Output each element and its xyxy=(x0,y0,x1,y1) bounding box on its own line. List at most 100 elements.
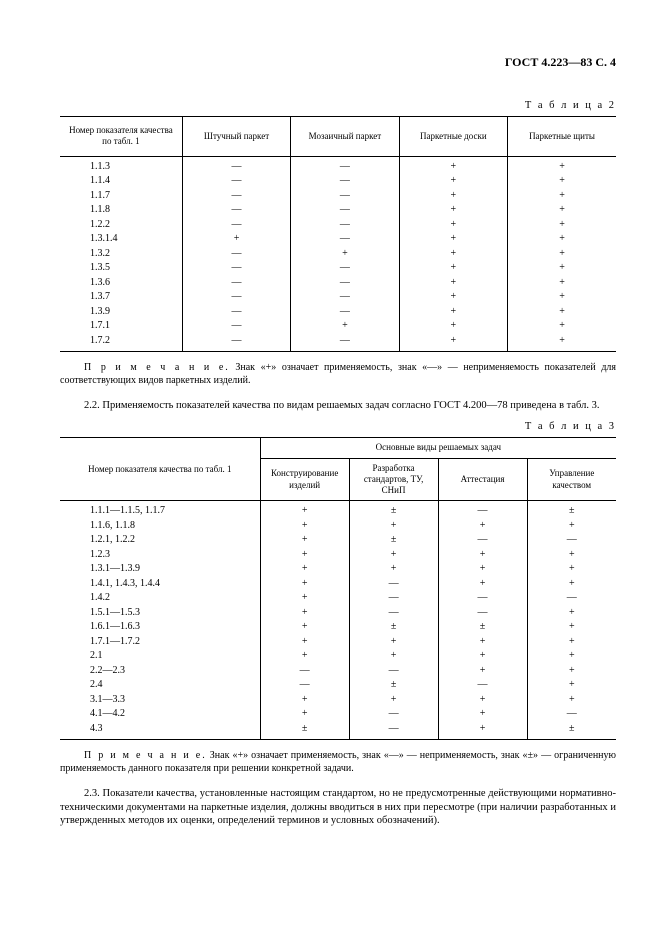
cell-label: 4.1—4.2 xyxy=(60,707,260,722)
th-label: Номер показателя качества по табл. 1 xyxy=(60,117,182,157)
note2-lead: П р и м е ч а н и е. xyxy=(60,362,230,373)
table-row: 1.2.3++++ xyxy=(60,548,616,563)
cell: + xyxy=(438,707,527,722)
cell: — xyxy=(260,664,349,679)
cell: — xyxy=(291,261,399,276)
cell: — xyxy=(527,591,616,606)
table-row: 1.1.6, 1.1.8++++ xyxy=(60,519,616,534)
cell: + xyxy=(438,548,527,563)
cell: + xyxy=(508,247,616,262)
cell: ± xyxy=(349,678,438,693)
cell-label: 1.7.1 xyxy=(60,319,182,334)
cell: — xyxy=(438,501,527,519)
table-row: 1.2.1, 1.2.2+±—— xyxy=(60,533,616,548)
cell: — xyxy=(291,174,399,189)
table-row: 1.6.1—1.6.3+±±+ xyxy=(60,620,616,635)
cell-label: 1.7.1—1.7.2 xyxy=(60,635,260,650)
table-row: 1.3.2—+++ xyxy=(60,247,616,262)
cell: — xyxy=(260,678,349,693)
cell: ± xyxy=(349,620,438,635)
table-row: 1.4.2+——— xyxy=(60,591,616,606)
cell: + xyxy=(508,218,616,233)
cell: ± xyxy=(260,722,349,740)
cell: + xyxy=(438,562,527,577)
cell: + xyxy=(260,533,349,548)
table-3: Номер показателя качества по табл. 1 Осн… xyxy=(60,437,616,740)
cell: — xyxy=(349,664,438,679)
table-row: 1.1.1—1.1.5, 1.1.7+±—± xyxy=(60,501,616,519)
cell: + xyxy=(260,649,349,664)
table-row: 3.1—3.3++++ xyxy=(60,693,616,708)
table-row: 1.1.3——++ xyxy=(60,156,616,174)
cell: + xyxy=(260,591,349,606)
cell-label: 1.3.2 xyxy=(60,247,182,262)
table-row: 1.7.1—1.7.2++++ xyxy=(60,635,616,650)
cell: + xyxy=(399,247,507,262)
cell: ± xyxy=(349,533,438,548)
cell: + xyxy=(260,519,349,534)
cell: + xyxy=(399,319,507,334)
cell: — xyxy=(182,203,290,218)
cell: + xyxy=(527,620,616,635)
th3-c1: Конструирование изделий xyxy=(260,458,349,501)
table-row: 1.3.1—1.3.9++++ xyxy=(60,562,616,577)
cell: — xyxy=(438,591,527,606)
table-row: 1.7.2——++ xyxy=(60,334,616,352)
table-row: 1.3.1.4+—++ xyxy=(60,232,616,247)
cell: + xyxy=(260,707,349,722)
cell: + xyxy=(399,156,507,174)
cell: ± xyxy=(527,501,616,519)
cell: — xyxy=(182,189,290,204)
cell: — xyxy=(182,247,290,262)
table-row: 1.1.7——++ xyxy=(60,189,616,204)
cell-label: 3.1—3.3 xyxy=(60,693,260,708)
cell: + xyxy=(291,319,399,334)
cell: + xyxy=(527,606,616,621)
cell: + xyxy=(438,635,527,650)
cell: + xyxy=(527,577,616,592)
cell: + xyxy=(260,548,349,563)
cell: + xyxy=(508,174,616,189)
cell: — xyxy=(438,606,527,621)
cell: — xyxy=(349,707,438,722)
cell: ± xyxy=(349,501,438,519)
cell: — xyxy=(527,533,616,548)
note3-lead: П р и м е ч а н и е. xyxy=(60,750,207,761)
cell: + xyxy=(399,232,507,247)
cell: + xyxy=(399,290,507,305)
cell: — xyxy=(182,261,290,276)
table2-header-row: Номер показателя качества по табл. 1 Шту… xyxy=(60,117,616,157)
table-row: 1.1.4——++ xyxy=(60,174,616,189)
note-2: П р и м е ч а н и е. Знак «+» означает п… xyxy=(60,362,616,387)
cell: + xyxy=(349,635,438,650)
th-col3: Паркетные доски xyxy=(399,117,507,157)
cell: + xyxy=(399,203,507,218)
cell: + xyxy=(527,562,616,577)
th3-label: Номер показателя качества по табл. 1 xyxy=(60,438,260,501)
cell-label: 1.4.2 xyxy=(60,591,260,606)
cell: — xyxy=(527,707,616,722)
cell: — xyxy=(182,156,290,174)
cell: — xyxy=(438,533,527,548)
cell-label: 1.4.1, 1.4.3, 1.4.4 xyxy=(60,577,260,592)
cell-label: 1.3.6 xyxy=(60,276,182,291)
cell: + xyxy=(399,218,507,233)
cell: — xyxy=(182,290,290,305)
cell: + xyxy=(260,635,349,650)
cell: + xyxy=(438,664,527,679)
page: ГОСТ 4.223—83 С. 4 Т а б л и ц а 2 Номер… xyxy=(0,0,661,936)
cell: + xyxy=(438,693,527,708)
cell: + xyxy=(508,290,616,305)
cell: + xyxy=(527,649,616,664)
cell: ± xyxy=(527,722,616,740)
cell: + xyxy=(399,189,507,204)
table3-caption: Т а б л и ц а 3 xyxy=(60,420,616,433)
cell: + xyxy=(260,501,349,519)
cell-label: 1.7.2 xyxy=(60,334,182,352)
cell-label: 2.2—2.3 xyxy=(60,664,260,679)
table-row: 2.4—±—+ xyxy=(60,678,616,693)
cell: + xyxy=(508,232,616,247)
cell: — xyxy=(182,305,290,320)
cell-label: 1.2.2 xyxy=(60,218,182,233)
table-row: 1.1.8——++ xyxy=(60,203,616,218)
